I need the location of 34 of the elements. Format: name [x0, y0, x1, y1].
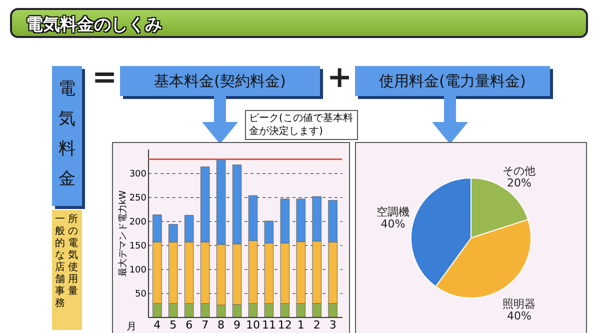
x-tick-label: 7: [202, 318, 209, 332]
ref-line-label: ピーク(この値で基本料金が決定します): [245, 110, 358, 140]
y-tick-label: 50: [135, 290, 147, 300]
x-axis-title: 月: [126, 322, 136, 332]
x-tick-label: 4: [154, 318, 161, 332]
slice-label: 照明器: [502, 297, 536, 310]
chart-title: 使用料金(電力量料金): [355, 66, 550, 96]
x-tick-label: 10: [246, 318, 260, 332]
x-tick-label: 1: [297, 318, 304, 332]
x-tick-label: 5: [170, 318, 177, 332]
y-tick-label: 300: [129, 170, 147, 180]
x-tick-label: 9: [234, 318, 241, 332]
x-tick-label: 12: [278, 318, 292, 332]
text: 電気料金のしくみ: [10, 8, 588, 38]
data-label: 40%: [506, 309, 532, 322]
x-tick-label: 11: [262, 318, 276, 332]
text: +: [327, 60, 352, 95]
x-tick-label: 6: [186, 318, 193, 332]
y-tick-label: 150: [129, 242, 147, 252]
text: 電気料金: [52, 66, 82, 206]
x-tick-label: 3: [329, 318, 336, 332]
slice-label: 空調機: [376, 206, 410, 219]
slice-label: その他: [502, 164, 536, 178]
y-tick-label: 250: [129, 194, 147, 204]
data-label: 40%: [380, 218, 406, 231]
text: =: [92, 60, 118, 95]
x-tick-label: 8: [218, 318, 225, 332]
y-tick-label: 200: [129, 218, 147, 228]
chart-title: 基本料金(契約料金): [120, 66, 320, 96]
text: 一般的な店舗事務所の電気使用量: [55, 214, 78, 309]
y-tick-label: 100: [129, 266, 147, 276]
x-tick-label: 2: [313, 318, 320, 332]
data-label: 20%: [506, 176, 532, 190]
y-axis-title: 最大デマンド電力kW: [117, 190, 128, 277]
